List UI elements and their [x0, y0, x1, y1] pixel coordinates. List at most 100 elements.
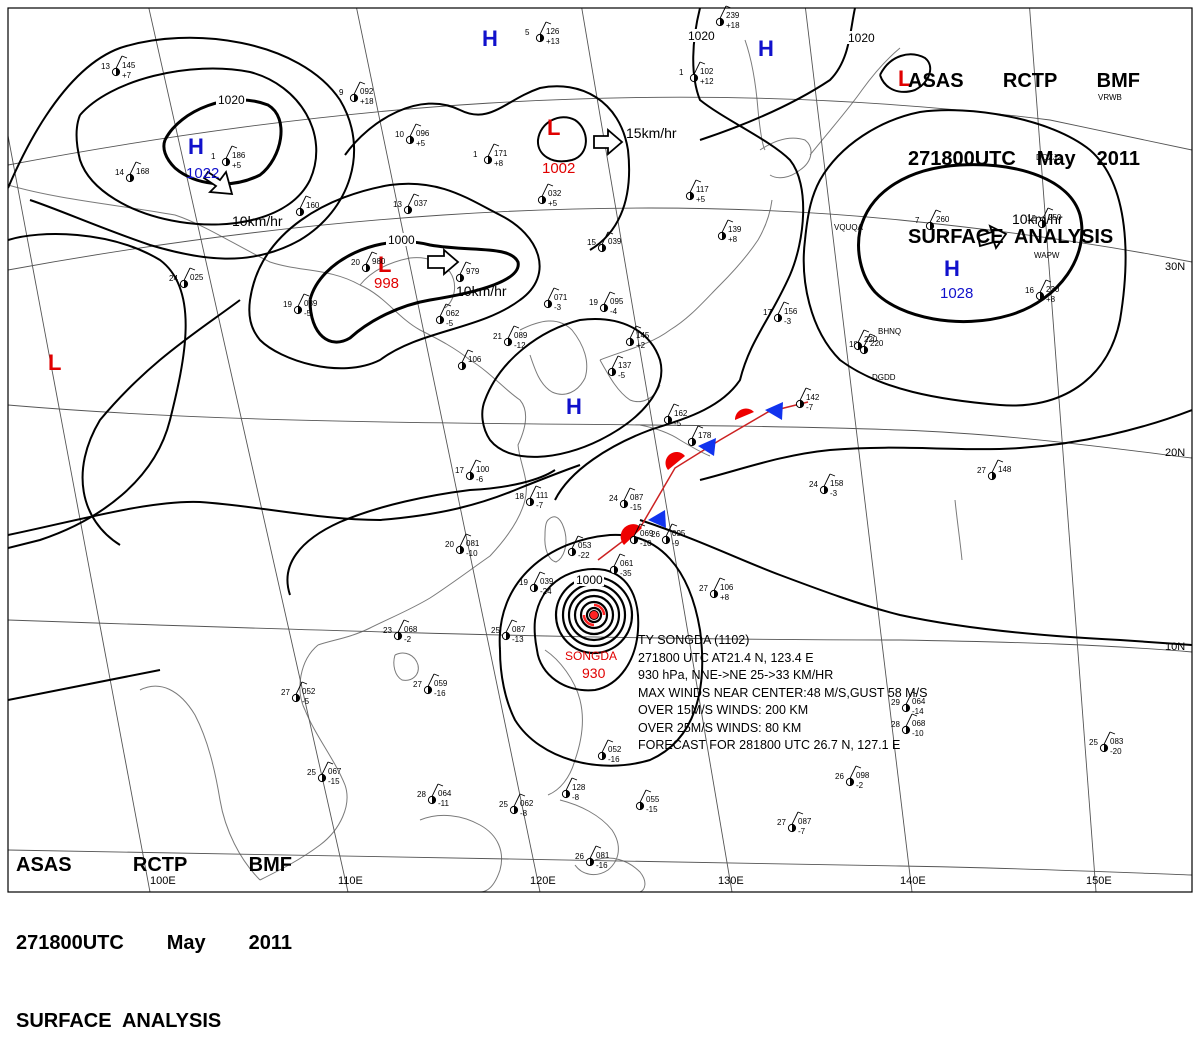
cloud-cover-icon: [929, 222, 934, 230]
cloud-cover-icon: [630, 338, 634, 346]
station-plot: 069-10: [629, 523, 654, 548]
station-pressure-tendency: -2: [404, 635, 412, 644]
isobar-label-bg: [846, 31, 876, 44]
wind-barb-flag-icon: [415, 123, 422, 127]
wind-barb-icon: [459, 261, 467, 275]
header-title: SURFACE ANALYSIS: [16, 1010, 222, 1032]
station-plot: 27 148: [977, 459, 1012, 481]
station-temperature: 25: [1089, 738, 1098, 747]
wind-barb-icon: [427, 673, 435, 687]
station-temperature: 27: [699, 584, 708, 593]
high-pressure-symbol: H: [758, 36, 774, 61]
isobar-eastern-1028: [857, 163, 1084, 324]
coast-mindanao: [594, 857, 646, 892]
station-code-label: VQUQA: [834, 223, 864, 232]
station-pressure: 220: [870, 339, 884, 348]
cloud-cover-icon: [460, 274, 464, 282]
wind-barb-flag-icon: [301, 681, 308, 685]
wind-barb-icon: [667, 403, 675, 417]
isobar-1002-ring: [536, 116, 587, 163]
isobar-mid-north-high: [75, 67, 318, 226]
isobar-label-bg: [386, 233, 416, 246]
wind-barb-icon: [529, 485, 537, 499]
isobar-long-1002: [344, 85, 631, 251]
coast-indochina: [259, 644, 348, 881]
parallel-30n: [8, 207, 1192, 271]
station-pressure: 137: [618, 361, 632, 370]
wind-barb-flag-icon: [433, 673, 440, 677]
low-pressure-symbol: L: [547, 115, 560, 140]
cloud-cover-icon: [1104, 744, 1108, 752]
central-pressure-label: 998: [374, 275, 399, 292]
station-pressure: 025: [190, 273, 204, 282]
station-pressure-tendency: -5: [302, 697, 310, 706]
station-pressure-tendency: -15: [630, 503, 642, 512]
wind-barb-icon: [225, 145, 233, 159]
station-temperature: 13: [393, 200, 402, 209]
station-temperature: 24: [169, 274, 178, 283]
cloud-cover-icon: [130, 174, 134, 182]
wind-barb-flag-icon: [673, 403, 680, 407]
station-pressure: 250: [1048, 213, 1062, 222]
wind-barb-flag-icon: [519, 793, 526, 797]
station-plot: 16 230+8: [1025, 279, 1060, 304]
station-pressure: 064: [912, 697, 926, 706]
typhoon-info-line: MAX WINDS NEAR CENTER:48 M/S,GUST 58 M/S: [638, 685, 928, 700]
wind-barb-flag-icon: [1109, 731, 1116, 735]
wind-barb-icon: [603, 291, 611, 305]
cloud-cover-icon: [864, 346, 868, 354]
station-pressure: 067: [328, 767, 342, 776]
wind-barb-flag-icon: [539, 571, 546, 575]
station-pressure-tendency: -2: [856, 781, 864, 790]
wind-barb-flag-icon: [231, 145, 238, 149]
cloud-cover-icon: [410, 136, 414, 144]
station-pressure-tendency: +5: [696, 195, 706, 204]
station-pressure-tendency: -24: [540, 587, 552, 596]
station-plot: 117+5: [685, 179, 709, 204]
wind-barb-flag-icon: [121, 55, 128, 59]
warm-front-bump: [665, 451, 685, 470]
station-temperature: 9: [339, 88, 344, 97]
station-pressure: 089: [514, 331, 528, 340]
cloud-cover-icon: [634, 536, 638, 544]
station-pressure: 053: [578, 541, 592, 550]
meridian-110e: [148, 8, 349, 892]
typhoon-spiral-icon: [582, 603, 606, 627]
isobar-eastern-1020: [802, 109, 1127, 407]
wind-barb-icon: [721, 219, 729, 233]
wind-barb-icon: [129, 161, 137, 175]
station-pressure-tendency: -20: [1110, 747, 1122, 756]
station-pressure: 039: [540, 577, 554, 586]
wind-barb-flag-icon: [783, 301, 790, 305]
typhoon-info-line: 271800 UTC AT21.4 N, 123.4 E: [638, 650, 814, 665]
station-temperature: 1: [473, 150, 478, 159]
cloud-cover-icon: [226, 158, 230, 166]
station-plot: 26 081-16: [575, 845, 610, 870]
longitude-label: 140E: [900, 875, 926, 887]
station-temperature: 24: [609, 494, 618, 503]
header-month: May: [1036, 148, 1076, 170]
isobar-label-bg: [686, 29, 716, 42]
station-pressure: 039: [608, 237, 622, 246]
station-plot: 25 067-15: [307, 761, 342, 786]
motion-arrow-icon: [976, 224, 1008, 250]
meridian-130e: [581, 8, 733, 892]
cold-front-tooth: [648, 510, 666, 528]
wind-barb-flag-icon: [553, 287, 560, 291]
station-pressure: 980: [372, 257, 386, 266]
station-pressure: 089: [304, 299, 318, 308]
cloud-cover-icon: [488, 156, 492, 164]
stationary-front: [597, 401, 809, 561]
isobar-east-long: [639, 519, 1192, 646]
station-pressure-tendency: -7: [806, 403, 814, 412]
wind-barb-flag-icon: [511, 619, 518, 623]
header-office: BMF: [248, 854, 292, 876]
station-pressure: 081: [466, 539, 480, 548]
wind-barb-icon: [693, 61, 701, 75]
station-plot: 139+8: [717, 219, 742, 244]
wind-barb-flag-icon: [609, 291, 616, 295]
cloud-cover-icon: [792, 824, 796, 832]
cloud-cover-icon: [992, 472, 996, 480]
station-plot: 19 095-4: [589, 291, 624, 316]
header-year: 2011: [248, 932, 292, 954]
